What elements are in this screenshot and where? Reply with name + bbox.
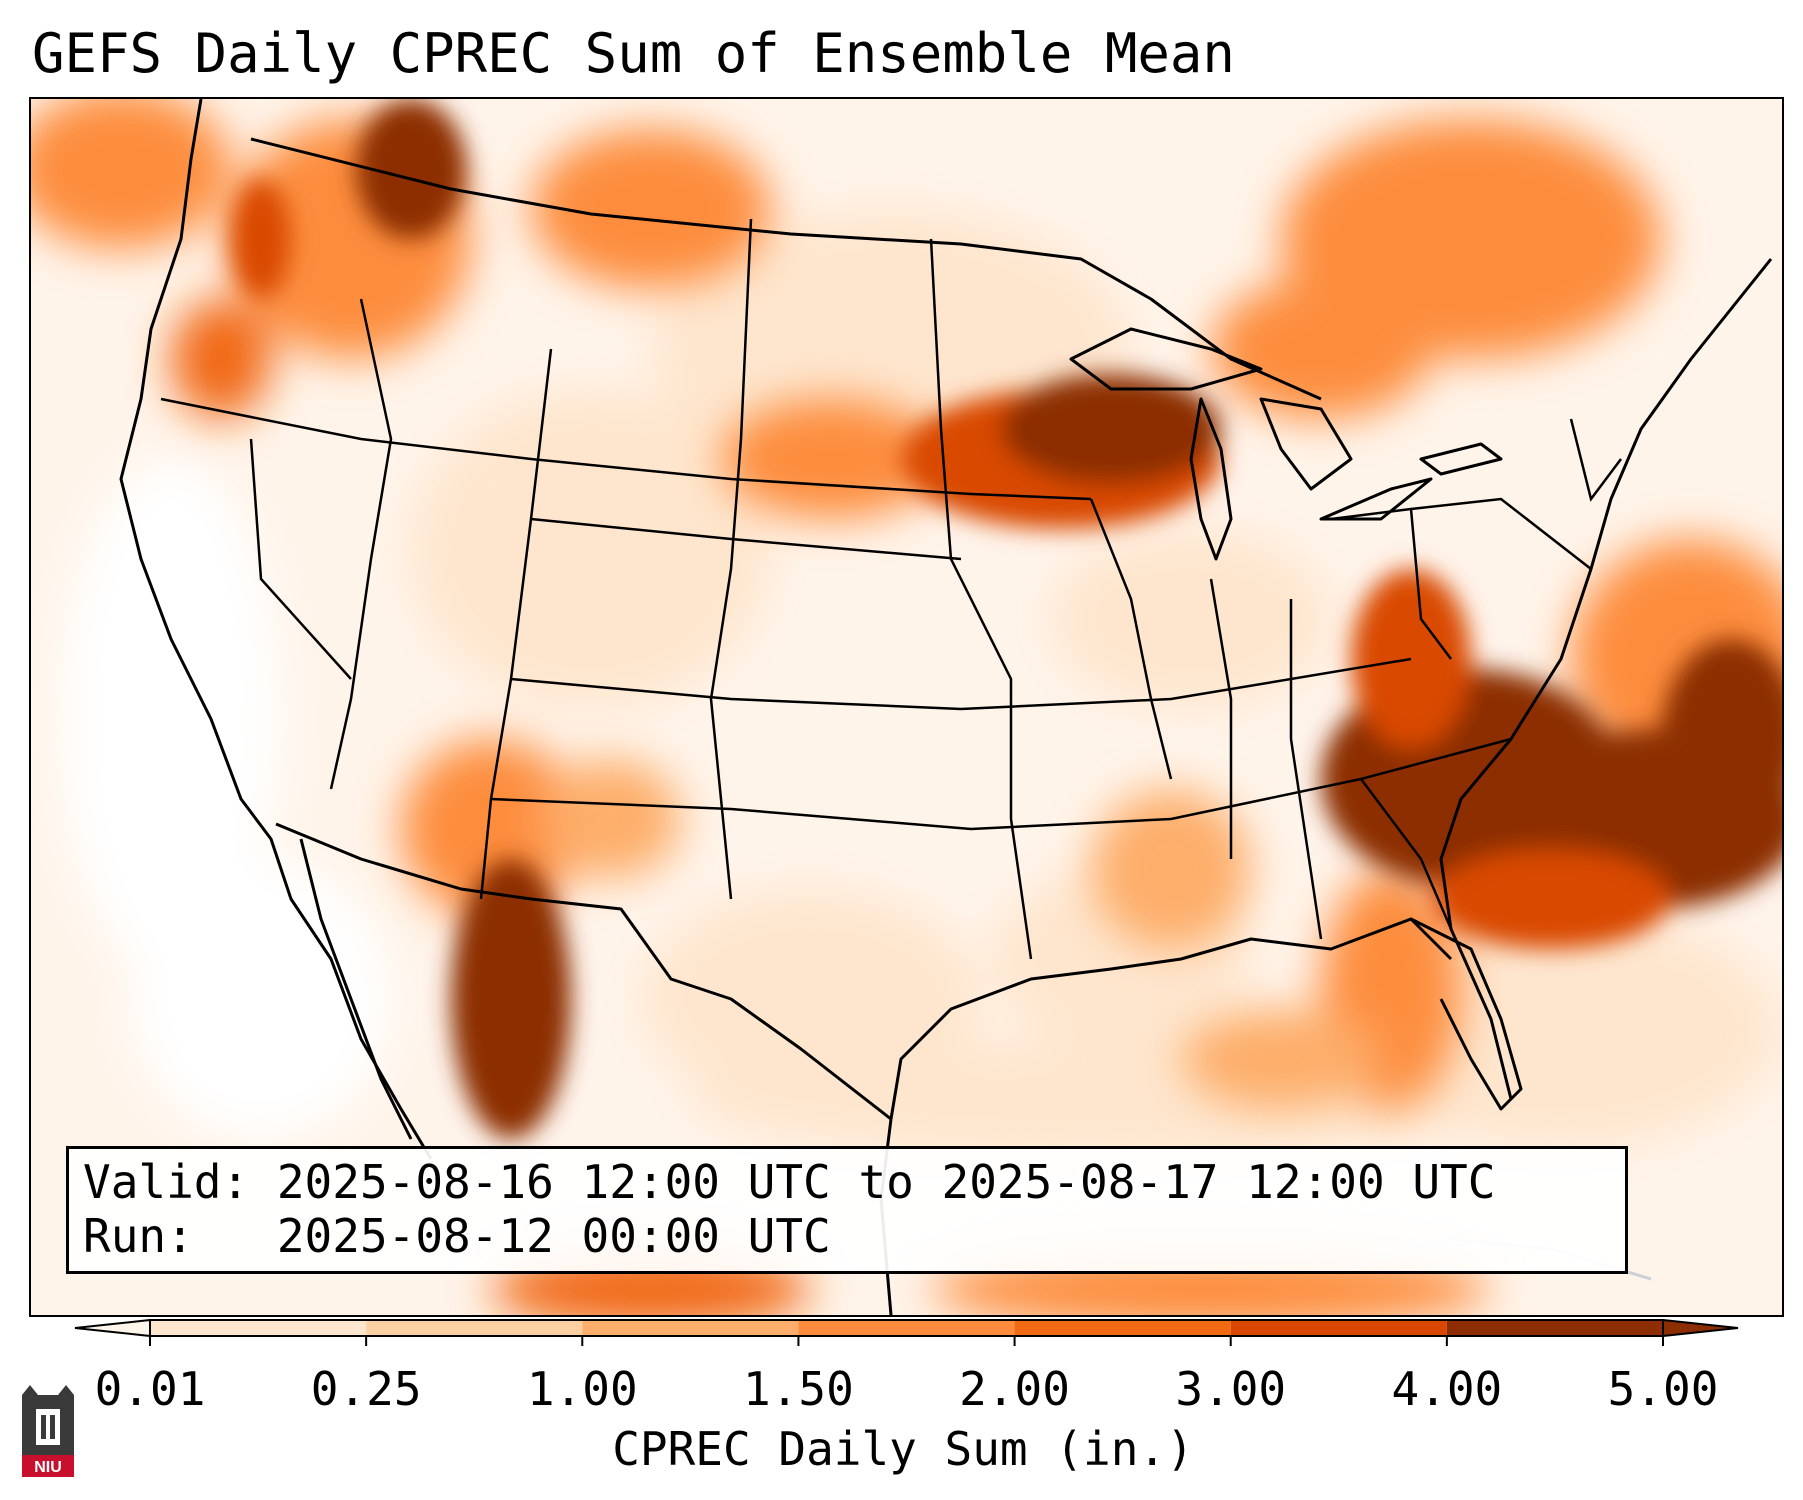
florida [1410,917,1523,1111]
precip-map-svg [31,99,1782,1315]
colorbar-tick-label: 5.00 [1607,1362,1719,1416]
colorbar-segment [1446,1320,1663,1336]
us-canada-border [250,137,1322,401]
lake-superior [1069,327,1263,391]
colorbar-tick-label: 4.00 [1391,1362,1503,1416]
colorbar-tick-label: 2.00 [959,1362,1070,1416]
precip-map [29,97,1784,1317]
state-lines [160,218,1622,960]
colorbar-segment [582,1320,799,1336]
lake-huron [1259,397,1353,491]
gulf-coastline [889,917,1453,1120]
colorbar-segment [1014,1320,1231,1336]
colorbar-segment [366,1320,583,1336]
colorbar-segment [798,1320,1015,1336]
colorbar-label: CPREC Daily Sum (in.) [612,1422,1194,1476]
colorbar-tick-label: 1.00 [526,1362,638,1416]
colorbar-segments [74,1318,1739,1338]
colorbar-outline [149,1319,1664,1337]
precip-heavy-field [231,99,1782,1139]
colorbar-extend-max [1662,1318,1739,1338]
colorbar-segment [1230,1320,1447,1336]
baja-coastline [299,838,413,1140]
chart-title: GEFS Daily CPREC Sum of Ensemble Mean [32,22,1235,85]
valid-time-box: Valid: 2025-08-16 12:00 UTC to 2025-08-1… [66,1146,1628,1274]
lake-michigan [1189,397,1233,561]
colorbar-tick-label: 3.00 [1175,1362,1287,1416]
valid-time-text: Valid: 2025-08-16 12:00 UTC to 2025-08-1… [83,1155,1496,1209]
niu-logo: NIU [22,1385,74,1477]
colorbar-extend-min [74,1318,151,1338]
lake-erie [1319,477,1433,521]
lake-ontario [1419,442,1503,476]
logo-text: NIU [34,1459,62,1476]
colorbar-ticks [149,1336,1664,1346]
colorbar-segment [150,1320,367,1336]
west-coastline [119,99,433,1160]
colorbar-tick-label: 0.01 [94,1362,206,1416]
colorbar-tick-label: 1.50 [743,1362,854,1416]
colorbar-tick-label: 0.25 [310,1362,422,1416]
us-mexico-border [275,822,892,1121]
run-time-text: Run: 2025-08-12 00:00 UTC [83,1209,831,1263]
colorbar [74,1318,1739,1346]
